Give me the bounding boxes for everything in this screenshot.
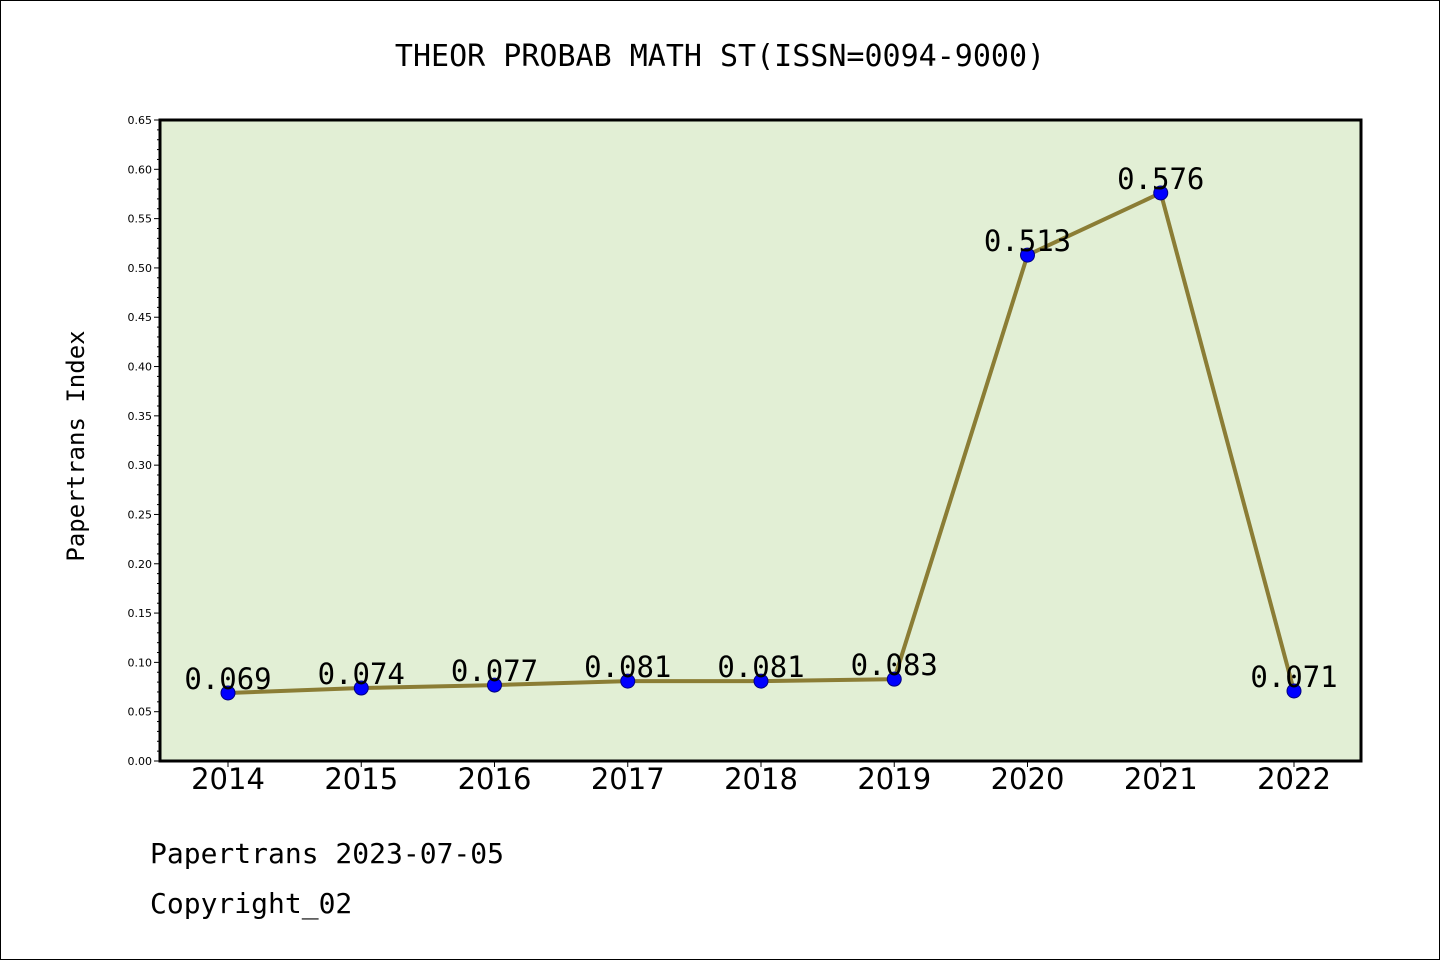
y-tick-label: 0.55: [128, 213, 153, 226]
data-point-marker: [886, 671, 902, 687]
x-tick-label: 2014: [191, 762, 265, 796]
data-label: 0.513: [984, 224, 1071, 258]
x-tick-label: 2021: [1124, 762, 1198, 796]
y-tick-label: 0.20: [128, 558, 153, 571]
x-tick-label: 2018: [724, 762, 798, 796]
y-tick-label: 0.05: [128, 706, 153, 719]
x-tick-label: 2019: [857, 762, 931, 796]
data-label: 0.069: [184, 662, 271, 696]
data-label: 0.074: [318, 657, 405, 691]
x-tick-label: 2022: [1257, 762, 1331, 796]
data-label: 0.081: [717, 650, 804, 684]
y-tick-label: 0.15: [128, 607, 153, 620]
plot-border: [158, 118, 1363, 763]
y-tick-label: 0.00: [128, 755, 153, 768]
y-tick-label: 0.45: [128, 311, 153, 324]
data-point-marker: [753, 673, 769, 689]
data-label: 0.083: [851, 648, 938, 682]
data-point-marker: [487, 677, 502, 693]
y-tick-label: 0.50: [128, 262, 153, 275]
data-point-marker: [620, 673, 636, 689]
x-tick-label: 2020: [991, 762, 1065, 796]
y-tick-label: 0.60: [128, 163, 153, 176]
data-point-marker: [1020, 247, 1035, 263]
x-tick-label: 2016: [458, 762, 532, 796]
data-label: 0.081: [584, 650, 671, 684]
data-point-marker: [220, 685, 236, 701]
y-tick-label: 0.35: [128, 410, 153, 423]
data-label: 0.077: [451, 654, 538, 688]
footer-copyright: Copyright_02: [150, 887, 352, 921]
y-axis-label: Papertrans Index: [62, 330, 90, 561]
data-labels: 0.069 0.074 0.077 0.081 0.081 0.083 0.513 0.576…: [184, 162, 1337, 696]
y-axis-tick-labels: 0.00 0.05 0.10 0.15 0.20 0.25 0.30 0.35 0.40 0.45…: [128, 114, 153, 768]
y-tick-label: 0.30: [128, 459, 153, 472]
footer-date: Papertrans 2023-07-05: [150, 837, 504, 870]
data-label: 0.071: [1250, 660, 1337, 694]
data-label: 0.576: [1117, 162, 1204, 196]
x-tick-label: 2017: [591, 762, 665, 796]
y-tick-label: 0.25: [128, 508, 153, 521]
x-tick-label: 2015: [324, 762, 398, 796]
data-point-marker: [353, 680, 369, 696]
data-point-marker: [1153, 185, 1169, 201]
y-tick-label: 0.10: [128, 656, 153, 669]
data-point-marker: [1286, 683, 1302, 699]
x-axis-tick-labels: 2014 2015 2016 2017 2018 2019 2020 2021 2022: [191, 762, 1331, 796]
series-markers: [220, 185, 1302, 701]
plot-background: [160, 120, 1361, 761]
chart-title: THEOR PROBAB MATH ST(ISSN=0094-9000): [395, 39, 1045, 74]
y-tick-label: 0.65: [128, 114, 153, 127]
y-tick-label: 0.40: [128, 361, 153, 374]
